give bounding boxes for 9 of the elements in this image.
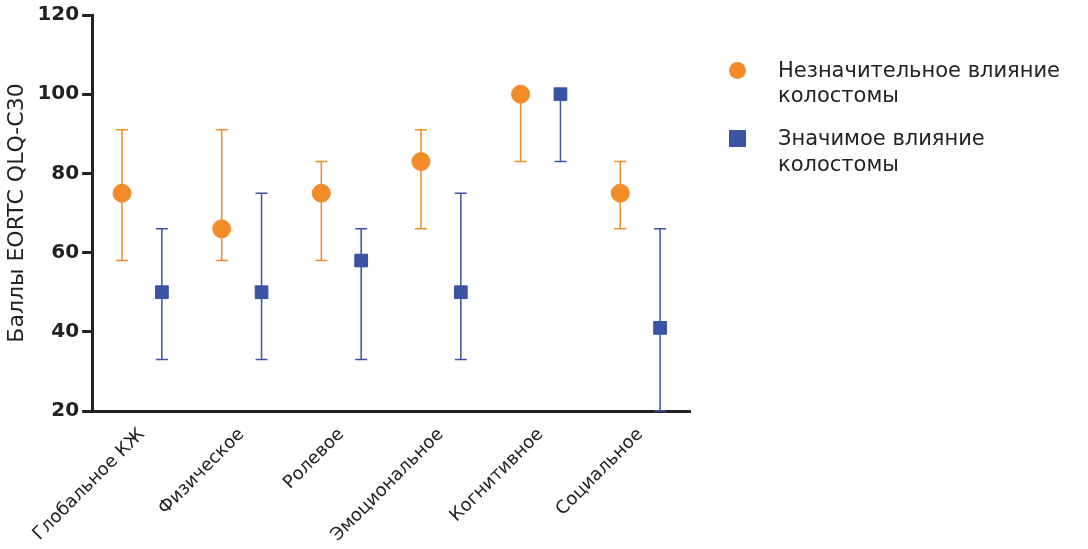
y-tick-label: 100 (37, 80, 80, 105)
y-tick-label: 120 (37, 1, 80, 26)
y-tick-label: 20 (51, 397, 80, 422)
y-tick-label: 80 (51, 159, 80, 184)
legend-label: Значимое влияние колостомы (778, 126, 986, 177)
legend-label: Незначительное влияние колостомы (778, 58, 1062, 109)
y-tick-label: 60 (51, 238, 80, 263)
y-tick-label: 40 (51, 318, 80, 343)
y-axis-title: Баллы EORTC QLQ-C30 (2, 83, 28, 343)
